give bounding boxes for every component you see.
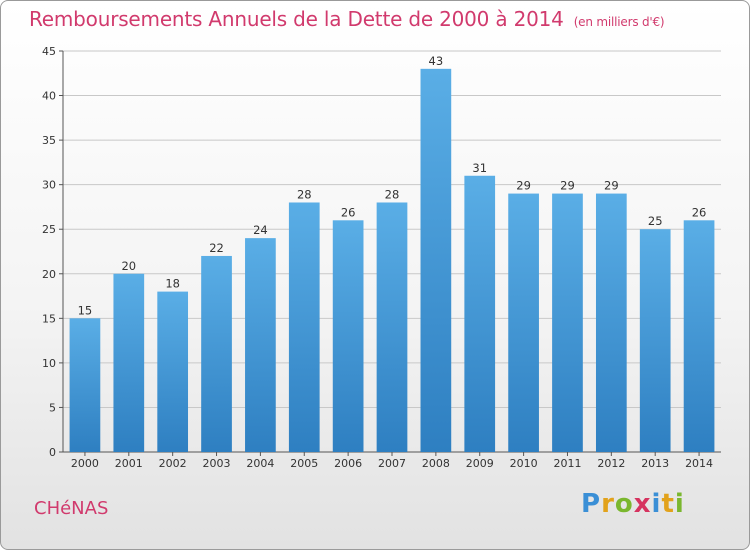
x-tick-label-2013: 2013: [641, 457, 669, 470]
y-tick-label: 30: [42, 179, 56, 192]
y-tick-label: 45: [42, 45, 56, 58]
y-tick-labels: 0 5 10 15 20 25 30 35 40 45: [42, 45, 56, 459]
brand-letter: t: [661, 489, 675, 519]
brand-letter: P: [581, 489, 602, 519]
brand-logo: Proxiti: [581, 489, 685, 519]
chart-title: Remboursements Annuels de la Dette de 20…: [29, 7, 665, 31]
bar-2003: [201, 255, 232, 452]
value-label-2003: 22: [209, 241, 224, 255]
brand-letter: i: [674, 489, 685, 519]
chart-unit-label: (en milliers d'€): [573, 15, 665, 29]
bar-2004: [245, 238, 276, 452]
x-tick-label-2012: 2012: [597, 457, 625, 470]
value-label-2007: 28: [385, 187, 400, 201]
value-label-2010: 29: [516, 179, 531, 193]
bar-2012: [595, 193, 627, 453]
brand-letter: o: [614, 489, 634, 519]
value-label-2005: 28: [297, 187, 312, 201]
y-tick-label: 0: [49, 446, 56, 459]
value-label-2001: 20: [121, 259, 136, 273]
bar-2007: [376, 202, 408, 452]
bar-2010: [508, 193, 539, 453]
y-tick-label: 5: [49, 401, 56, 414]
value-label-2013: 25: [648, 214, 663, 228]
y-tick-label: 40: [42, 90, 56, 103]
x-tick-label-2014: 2014: [685, 457, 713, 470]
brand-letter: i: [651, 489, 662, 519]
bar-2006: [332, 220, 364, 452]
chart-title-text: Remboursements Annuels de la Dette de 20…: [29, 7, 564, 31]
value-label-2006: 26: [341, 205, 356, 219]
value-label-2002: 18: [165, 277, 180, 291]
x-tick-label-2009: 2009: [466, 457, 494, 470]
bar-2009: [464, 175, 496, 452]
x-tick-label-2001: 2001: [115, 457, 143, 470]
value-label-2014: 26: [692, 205, 707, 219]
bar-2013: [639, 229, 671, 452]
y-tick-label: 20: [42, 268, 56, 281]
bar-2014: [683, 220, 715, 452]
value-labels: 15 20 18 22 24 28 26 28 43 31 29 29 29 25 26: [78, 54, 707, 318]
city-name: CHéNAS: [34, 498, 109, 519]
x-tick-label-2002: 2002: [159, 457, 187, 470]
value-label-2004: 24: [253, 223, 268, 237]
brand-letter: r: [601, 489, 615, 519]
bar-2000: [69, 318, 101, 452]
bars: [69, 68, 715, 453]
x-tick-label-2008: 2008: [422, 457, 450, 470]
bar-2008: [420, 68, 452, 453]
x-tick-label-2003: 2003: [203, 457, 231, 470]
x-tick-label-2004: 2004: [246, 457, 274, 470]
y-tick-label: 35: [42, 134, 56, 147]
y-tick-label: 15: [42, 312, 56, 325]
x-tick-label-2007: 2007: [378, 457, 406, 470]
value-label-2009: 31: [472, 161, 487, 175]
value-label-2011: 29: [560, 179, 575, 193]
x-tick-label-2011: 2011: [553, 457, 581, 470]
x-tick-label-2010: 2010: [510, 457, 538, 470]
bar-2011: [552, 193, 583, 453]
value-label-2008: 43: [429, 54, 444, 68]
x-tick-label-2005: 2005: [290, 457, 318, 470]
bar-2005: [288, 202, 320, 452]
x-tick-label-2000: 2000: [71, 457, 99, 470]
y-tick-label: 10: [42, 357, 56, 370]
x-tick-label-2006: 2006: [334, 457, 362, 470]
y-tick-label: 25: [42, 223, 56, 236]
value-label-2012: 29: [604, 179, 619, 193]
x-tick-labels: 2000 2001 2002 2003 2004 2005 2006 2007 2008 2009…: [71, 452, 713, 470]
value-label-2000: 15: [78, 303, 93, 317]
bar-2002: [157, 291, 189, 452]
bar-2001: [113, 273, 145, 452]
brand-letter: x: [633, 489, 652, 519]
